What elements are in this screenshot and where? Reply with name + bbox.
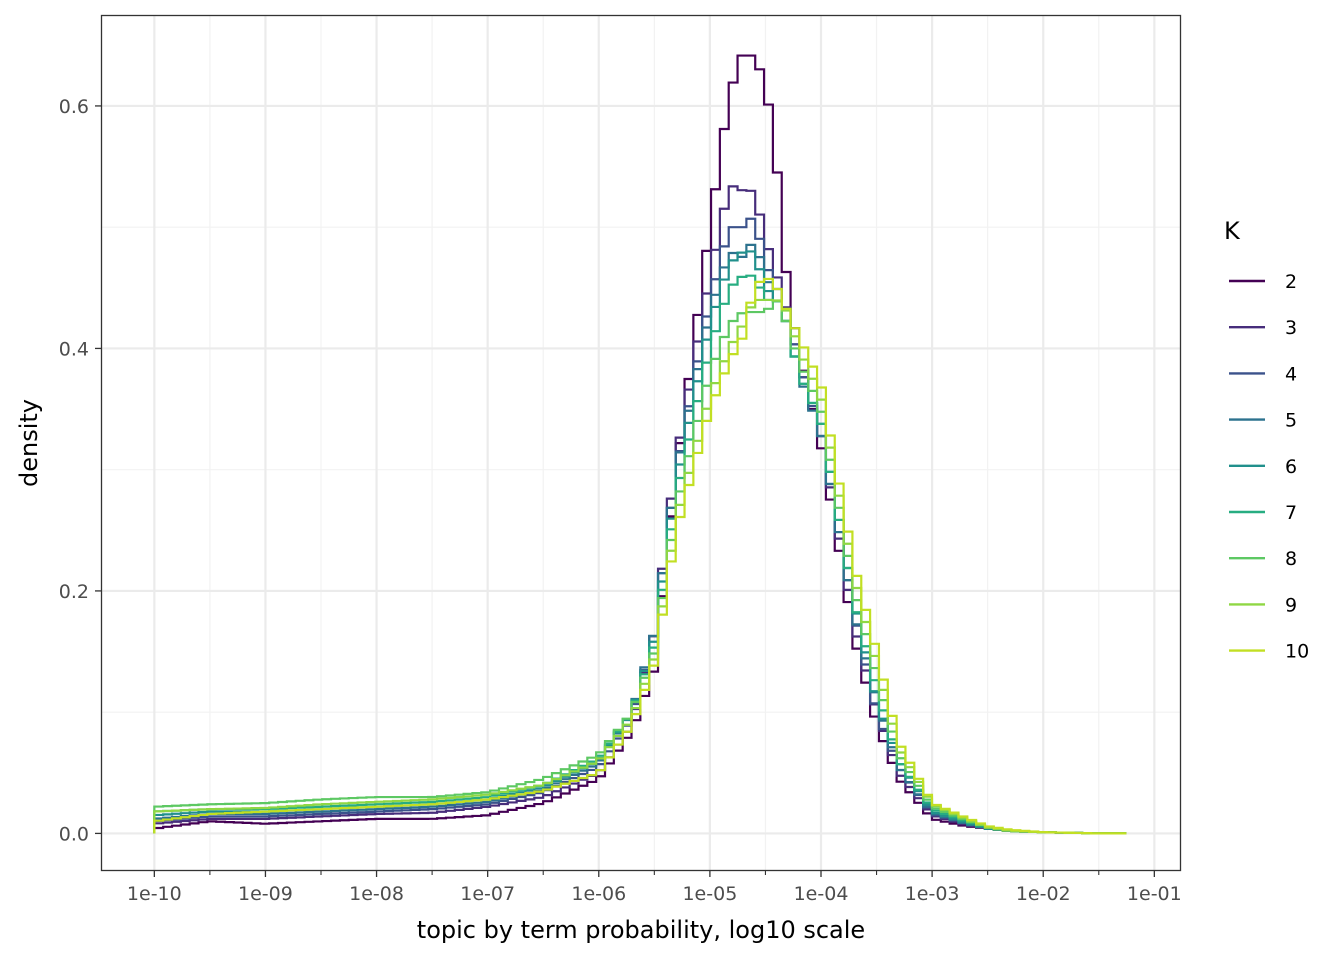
plot-border [100, 14, 1182, 872]
legend-label-8: 8 [1285, 548, 1297, 570]
legend-label-9: 9 [1285, 594, 1297, 616]
x-axis-title: topic by term probability, log10 scale [417, 916, 865, 944]
legend-title: K [1224, 217, 1241, 245]
y-tick-label: 0.0 [59, 823, 89, 845]
legend-label-5: 5 [1285, 410, 1297, 432]
legend: K 2 3 4 5 6 7 8 9 10 [1224, 217, 1309, 663]
x-tick-label: 1e-05 [682, 883, 737, 905]
legend-label-3: 3 [1285, 317, 1297, 339]
legend-label-7: 7 [1285, 502, 1297, 524]
series-10-line [153, 277, 1127, 835]
x-tick-label: 1e-10 [127, 883, 182, 905]
y-axis: 0.0 0.2 0.4 0.6 [59, 96, 101, 845]
x-tick-label: 1e-08 [349, 883, 404, 905]
y-axis-title: density [15, 399, 43, 487]
x-tick-label: 1e-04 [794, 883, 849, 905]
y-tick-label: 0.4 [59, 338, 89, 360]
legend-label-10: 10 [1285, 641, 1309, 663]
x-tick-label: 1e-01 [1127, 883, 1182, 905]
x-tick-label: 1e-03 [905, 883, 960, 905]
plot-panel [101, 15, 1181, 871]
x-tick-label: 1e-07 [460, 883, 515, 905]
legend-label-4: 4 [1285, 363, 1297, 385]
x-tick-label: 1e-02 [1016, 883, 1071, 905]
y-tick-label: 0.2 [59, 581, 89, 603]
y-tick-label: 0.6 [59, 96, 89, 118]
legend-label-6: 6 [1285, 456, 1297, 478]
x-tick-label: 1e-06 [571, 883, 626, 905]
legend-label-2: 2 [1285, 271, 1297, 293]
x-axis: 1e-10 1e-09 1e-08 1e-07 1e-06 1e-05 1e-04 1e-03… [127, 871, 1182, 905]
x-tick-label: 1e-09 [238, 883, 293, 905]
series-layer [153, 54, 1127, 835]
